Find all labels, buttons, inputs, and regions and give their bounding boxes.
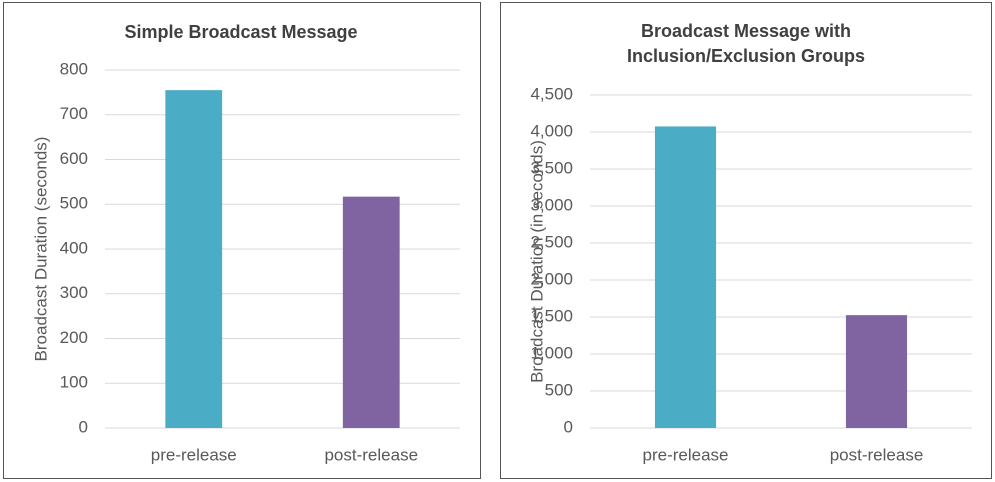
y-tick-label: 3,000: [530, 195, 573, 214]
bar: [165, 90, 223, 428]
x-tick-label: pre-release: [151, 445, 237, 464]
y-tick-label: 700: [60, 104, 88, 123]
y-tick-label: 200: [60, 328, 88, 347]
chart-title: Simple Broadcast Message: [124, 22, 357, 42]
y-tick-label: 2,500: [530, 232, 573, 251]
y-tick-label: 300: [60, 283, 88, 302]
y-tick-label: 500: [60, 194, 88, 213]
y-tick-label: 500: [545, 380, 573, 399]
y-tick-label: 0: [79, 417, 88, 436]
x-tick-label: post-release: [830, 445, 924, 464]
y-tick-label: 800: [60, 59, 88, 78]
chart-title: Broadcast Message with: [641, 21, 851, 41]
y-axis-label: Broadcast Duration (seconds): [31, 137, 50, 362]
y-tick-label: 4,500: [530, 84, 573, 103]
bar: [845, 315, 908, 428]
panel-frame: [500, 2, 992, 479]
y-tick-label: 1,500: [530, 306, 573, 325]
y-axis-label: Broadcast Duration (in seconds): [527, 140, 546, 383]
y-tick-label: 3,500: [530, 158, 573, 177]
y-tick-label: 100: [60, 373, 88, 392]
x-tick-label: post-release: [324, 445, 418, 464]
y-tick-label: 0: [564, 417, 573, 436]
bar: [342, 196, 400, 428]
y-tick-label: 400: [60, 238, 88, 257]
x-tick-label: pre-release: [643, 445, 729, 464]
y-tick-label: 600: [60, 149, 88, 168]
chart-title: Inclusion/Exclusion Groups: [627, 46, 865, 66]
bar: [654, 126, 717, 428]
y-tick-label: 2,000: [530, 269, 573, 288]
panel-frame: [3, 2, 481, 479]
y-tick-label: 4,000: [530, 121, 573, 140]
y-tick-label: 1,000: [530, 343, 573, 362]
